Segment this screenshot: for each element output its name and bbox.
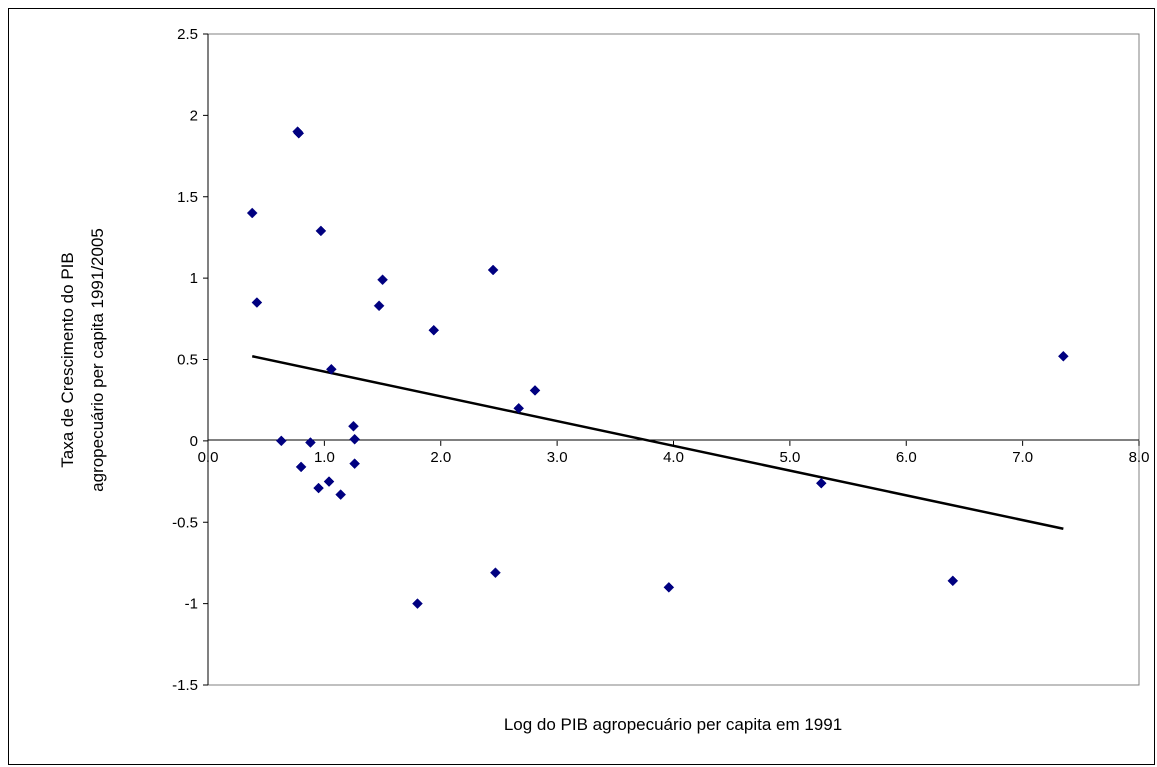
y-tick-label: 0.5 (177, 352, 198, 369)
x-tick-label: 1.0 (314, 449, 335, 466)
x-axis-title: Log do PIB agropecuário per capita em 19… (504, 715, 842, 734)
data-point (529, 385, 541, 396)
data-point (293, 127, 305, 139)
trend-line (251, 355, 1064, 530)
y-tick-label: 1.5 (177, 189, 198, 206)
x-tick-label: 0.0 (198, 449, 219, 466)
data-point (313, 482, 324, 494)
y-tick-label: 1 (190, 270, 198, 287)
y-axis-ticks: 2.5 2 1.5 1 0.5 0 -0.5 -1 -1.5 (172, 26, 208, 694)
data-point (275, 435, 287, 447)
data-point (326, 363, 337, 375)
data-point (373, 300, 385, 312)
x-tick-label: 5.0 (779, 449, 800, 466)
x-tick-label: 4.0 (663, 449, 684, 466)
y-tick-label: 2.5 (177, 26, 198, 43)
x-axis-ticks: 0.0 1.0 2.0 3.0 4.0 5.0 6.0 7.0 8.0 (198, 440, 1150, 466)
y-tick-label: -0.5 (172, 514, 198, 531)
data-point (315, 225, 327, 237)
data-point (295, 461, 307, 473)
data-point (377, 274, 388, 286)
y-axis-title-line-2: agropecuário per capita 1991/2005 (88, 228, 107, 492)
data-point (349, 433, 360, 445)
data-point (335, 489, 347, 500)
data-point (348, 420, 359, 432)
data-point (428, 324, 440, 336)
plot-area (207, 33, 1140, 686)
data-point (246, 207, 258, 219)
y-tick-label: 2 (190, 107, 198, 124)
y-tick-label: -1 (185, 596, 198, 613)
data-point (947, 575, 959, 587)
data-points (246, 126, 1069, 609)
y-tick-label: 0 (190, 433, 198, 450)
data-point (663, 581, 675, 593)
x-tick-label: 3.0 (547, 449, 568, 466)
data-point (251, 297, 263, 308)
y-axis-title-line-1: Taxa de Crescimento do PIB (58, 252, 77, 467)
data-point (487, 264, 499, 276)
y-tick-label: -1.5 (172, 677, 198, 694)
data-point (412, 598, 423, 609)
x-tick-label: 7.0 (1012, 449, 1033, 466)
data-point (349, 458, 360, 470)
data-point (1058, 350, 1069, 362)
x-tick-label: 8.0 (1129, 449, 1150, 466)
x-tick-label: 6.0 (896, 449, 917, 466)
data-point (815, 477, 827, 489)
data-point (323, 476, 335, 487)
data-point (490, 567, 501, 579)
x-tick-label: 2.0 (430, 449, 451, 466)
data-point (305, 437, 316, 448)
data-point (513, 402, 525, 414)
